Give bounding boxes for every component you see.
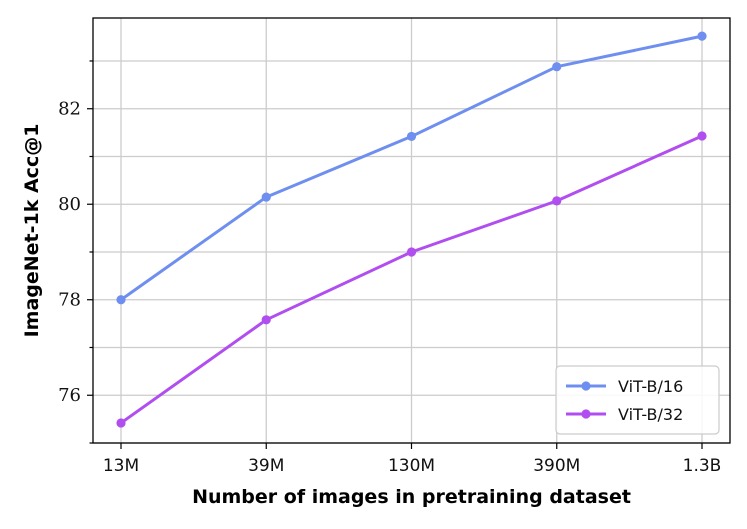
y-tick-label: 78 [58,290,81,311]
legend-label: ViT-B/32 [618,405,683,424]
series-group [116,31,707,428]
x-tick-label: 1.3B [683,456,722,476]
data-point-ViT-B/32-390M [552,196,562,206]
data-point-ViT-B/32-1.3B [697,131,707,141]
data-point-ViT-B/16-390M [552,62,562,72]
legend-box [555,365,720,435]
axis-ticks: 13M 39M 130M 390M 1.3B 76 78 80 82 [58,60,722,476]
x-tick-label: 39M [248,456,284,476]
y-axis-title: ImageNet-1k Acc@1 [21,124,43,338]
y-tick-label: 80 [58,194,81,215]
legend-label: ViT-B/16 [618,377,683,396]
y-tick-label: 82 [58,99,81,120]
data-point-ViT-B/16-39M [261,192,271,202]
x-tick-label: 390M [533,456,580,476]
data-point-ViT-B/32-39M [261,315,271,325]
x-tick-label: 13M [103,456,139,476]
legend-marker-ViT-B/16 [581,381,591,391]
y-tick-label: 76 [58,385,81,406]
data-point-ViT-B/16-130M [406,131,417,142]
data-point-ViT-B/32-130M [406,247,417,257]
data-point-ViT-B/16-13M [116,295,126,305]
data-point-ViT-B/32-13M [116,418,126,428]
legend: ViT-B/16 ViT-B/32 [555,365,720,435]
x-tick-label: 130M [388,456,435,476]
x-axis-title: Number of images in pretraining dataset [192,486,631,508]
legend-marker-ViT-B/32 [581,409,591,419]
data-point-ViT-B/16-1.3B [697,31,707,41]
